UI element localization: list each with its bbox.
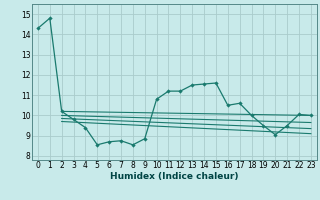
- X-axis label: Humidex (Indice chaleur): Humidex (Indice chaleur): [110, 172, 239, 181]
